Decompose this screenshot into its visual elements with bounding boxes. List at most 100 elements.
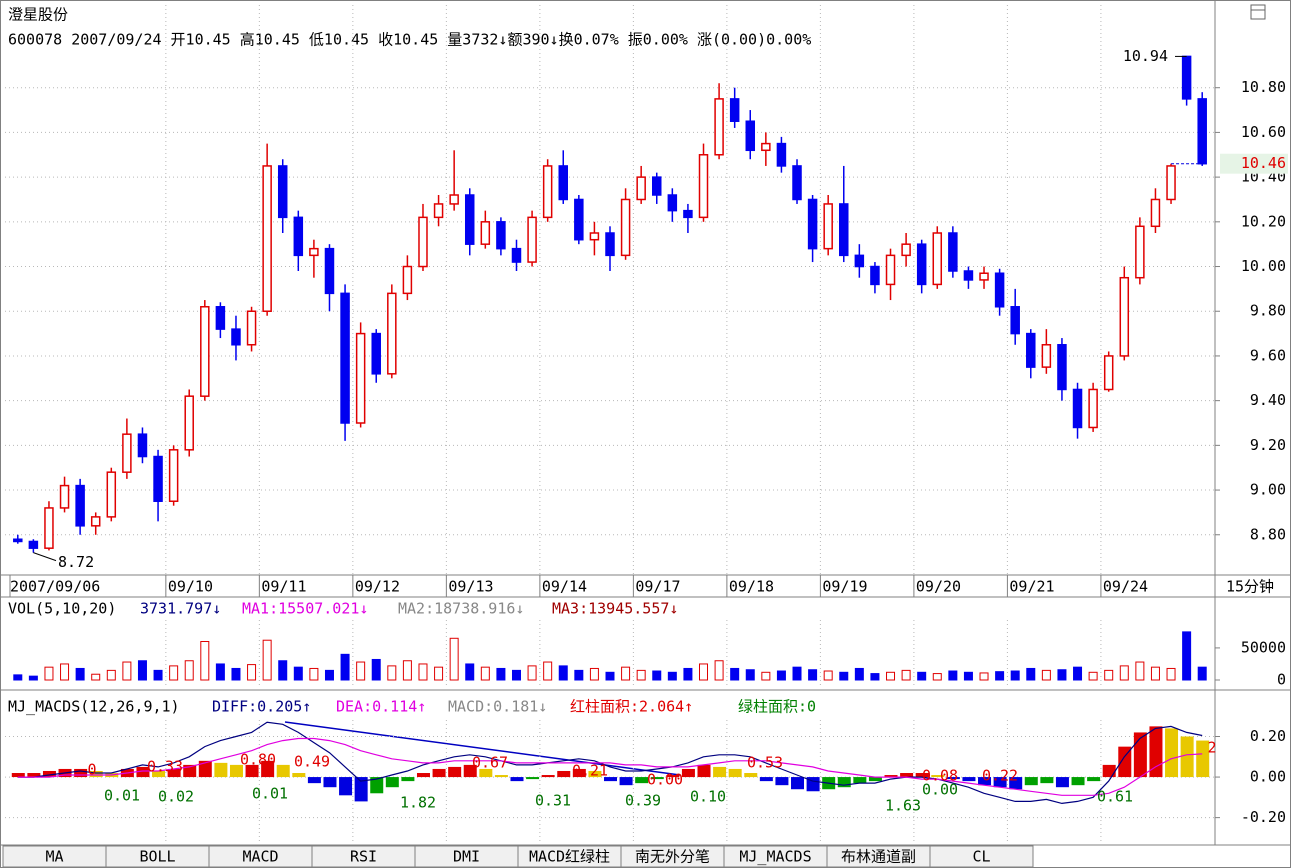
candle-body [885, 254, 896, 286]
candle-body [932, 232, 943, 286]
macd-bar [1165, 728, 1179, 778]
candle-body [979, 272, 989, 281]
macd-bar [775, 777, 789, 786]
area-label: 1.63 [885, 797, 921, 815]
tab-label[interactable]: RSI [350, 848, 377, 866]
area-label: 0.22 [982, 767, 1018, 785]
volume-bar [231, 667, 241, 681]
volume-bar [1088, 671, 1098, 681]
candle-body [605, 232, 615, 257]
volume-bar [278, 660, 288, 681]
candle-body [44, 507, 54, 549]
volume-bar [621, 666, 631, 681]
candle-body [168, 449, 179, 502]
date-label: 09/12 [355, 578, 400, 596]
volume-bar [527, 665, 537, 681]
candle-body [1088, 388, 1098, 429]
diff-line [17, 721, 1203, 805]
volume-bar [558, 665, 568, 681]
candle-body [870, 265, 880, 286]
volume-bar [184, 660, 194, 681]
area-label: 0.08 [922, 767, 958, 785]
candle-body [137, 433, 148, 458]
y-tick-label: 0 [1277, 671, 1286, 689]
volume-bar [1182, 631, 1192, 681]
trend-line [284, 721, 681, 776]
macd-bar [11, 773, 25, 778]
volume-bar [449, 637, 459, 681]
macd-bar [884, 775, 898, 778]
vol-legend: VOL(5,10,20) [8, 600, 116, 618]
candle-body [480, 221, 491, 245]
macd-bar [494, 775, 508, 778]
macd-bar [541, 775, 555, 778]
macd-bar [759, 777, 773, 782]
volume-bar [995, 671, 1005, 681]
candle-body [387, 292, 397, 375]
candle-body [1072, 388, 1083, 429]
macd-bar [588, 770, 602, 778]
candle-body [418, 216, 428, 268]
candle-body [527, 216, 537, 263]
volume-bar [1010, 670, 1020, 681]
macd-legend: MACD:0.181↓ [448, 698, 547, 716]
y-tick-label: 50000 [1241, 638, 1286, 656]
vol-legend: MA3:13945.557↓ [552, 600, 678, 618]
volume-bar [1104, 669, 1114, 681]
tab-label[interactable]: BOLL [139, 848, 175, 866]
volume-bar [932, 673, 942, 681]
y-tick-label: 0.20 [1250, 727, 1286, 745]
candle-body [184, 395, 194, 451]
macd-bar [152, 770, 166, 778]
volume-bar [106, 669, 116, 681]
volume-bar [1197, 666, 1207, 681]
candle-body [106, 471, 117, 518]
volume-bar [589, 667, 599, 681]
tab-label[interactable]: MACD [242, 848, 278, 866]
volume-bar [963, 671, 973, 681]
last-price-bg [1220, 153, 1288, 174]
date-label: 2007/09/06 [10, 578, 100, 596]
y-tick-label: -0.20 [1241, 808, 1286, 826]
vol-legend: MA1:15507.021↓ [242, 600, 368, 618]
candle-body [574, 198, 584, 241]
macd-bar [292, 773, 306, 778]
candle-body [433, 203, 444, 219]
volume-bar [699, 663, 709, 681]
volume-bar [44, 666, 54, 681]
date-label: 09/10 [168, 578, 213, 596]
tab-label[interactable]: MACD红绿柱 [529, 848, 610, 866]
tab-label[interactable]: 南无外分笔 [635, 848, 710, 866]
volume-bar [247, 664, 257, 681]
volume-bar [511, 669, 521, 681]
tab-label[interactable]: 布林通道副 [841, 848, 916, 866]
candle-body [714, 98, 724, 156]
volume-bar [200, 641, 210, 681]
volume-bar [1073, 666, 1083, 681]
candle-body [761, 142, 771, 152]
volume-bar [153, 669, 163, 681]
tab[interactable] [929, 845, 1034, 868]
macd-legend: DIFF:0.205↑ [212, 698, 311, 716]
volume-bar [745, 669, 755, 681]
volume-bar [730, 667, 740, 681]
area-label: 0.33 [147, 758, 183, 776]
macd-bar [448, 766, 462, 778]
candle-body [153, 455, 163, 502]
stock-name: 澄星股份 [8, 6, 68, 24]
tab-label[interactable]: DMI [453, 848, 480, 866]
window-icon[interactable] [1250, 4, 1266, 20]
macd-legend: 绿柱面积:0 [738, 698, 816, 716]
tab-label[interactable]: MA [45, 848, 63, 866]
volume-bar [371, 658, 381, 681]
tab-label[interactable]: CL [972, 848, 990, 866]
macd-bar [572, 768, 586, 778]
date-label: 09/18 [729, 578, 774, 596]
candle-body [200, 306, 210, 397]
macd-bar [900, 773, 914, 778]
macd-bar [1087, 777, 1101, 782]
volume-bar [434, 666, 444, 681]
macd-bar [323, 777, 337, 788]
volume-bar [75, 667, 85, 681]
tab-label[interactable]: MJ_MACDS [739, 848, 811, 866]
